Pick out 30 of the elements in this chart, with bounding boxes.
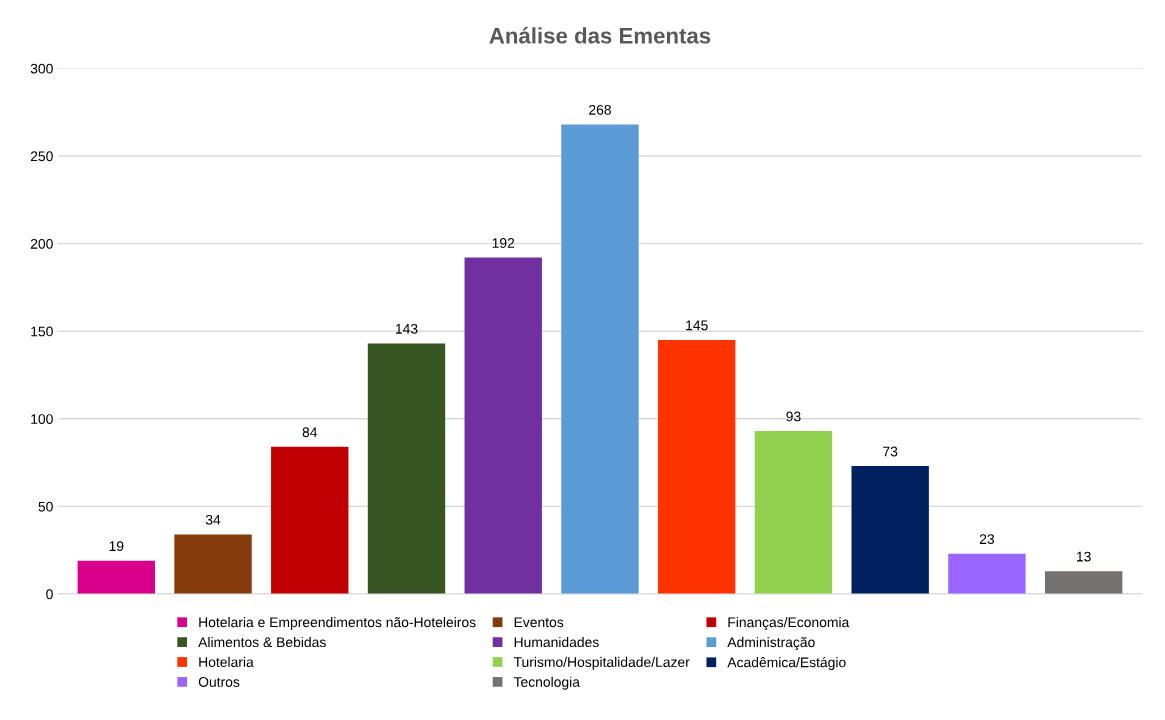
legend-label: Humanidades: [514, 636, 599, 648]
y-tick-label: 100: [31, 414, 53, 424]
y-tick-label: 150: [31, 326, 53, 337]
data-label: 268: [589, 104, 611, 115]
data-label: 73: [883, 446, 898, 457]
y-tick-label: 50: [38, 501, 53, 512]
chart-title: Análise das Ementas: [489, 27, 711, 44]
data-label: 23: [979, 534, 995, 545]
legend-label: Finanças/Economia: [728, 617, 850, 631]
y-tick-label: 0: [46, 589, 53, 600]
data-label: 192: [492, 238, 515, 248]
y-tick-label: 250: [30, 151, 53, 162]
y-tick-label: 200: [30, 238, 53, 249]
y-tick-label: 300: [30, 63, 53, 74]
data-label: 143: [395, 323, 418, 334]
legend-label: Turismo/Hospitalidade/Lazer: [513, 656, 690, 670]
legend-label: Hotelaria: [199, 656, 254, 667]
data-label: 93: [786, 411, 801, 422]
legend-label: Outros: [198, 677, 240, 687]
data-label: 19: [109, 541, 124, 552]
legend-label: Alimentos & Bebidas: [198, 636, 326, 648]
legend-label: Eventos: [514, 617, 564, 628]
legend-label: Acadêmica/Estágio: [727, 656, 846, 671]
legend-label: Tecnologia: [513, 676, 580, 690]
data-label: 34: [205, 514, 221, 525]
data-label: 145: [686, 320, 708, 331]
data-label: 84: [302, 427, 318, 438]
legend-label: Administração: [727, 636, 815, 650]
legend-label: Hotelaria e Empreendimentos não-Hoteleiros: [199, 617, 476, 630]
data-label: 13: [1076, 551, 1091, 562]
